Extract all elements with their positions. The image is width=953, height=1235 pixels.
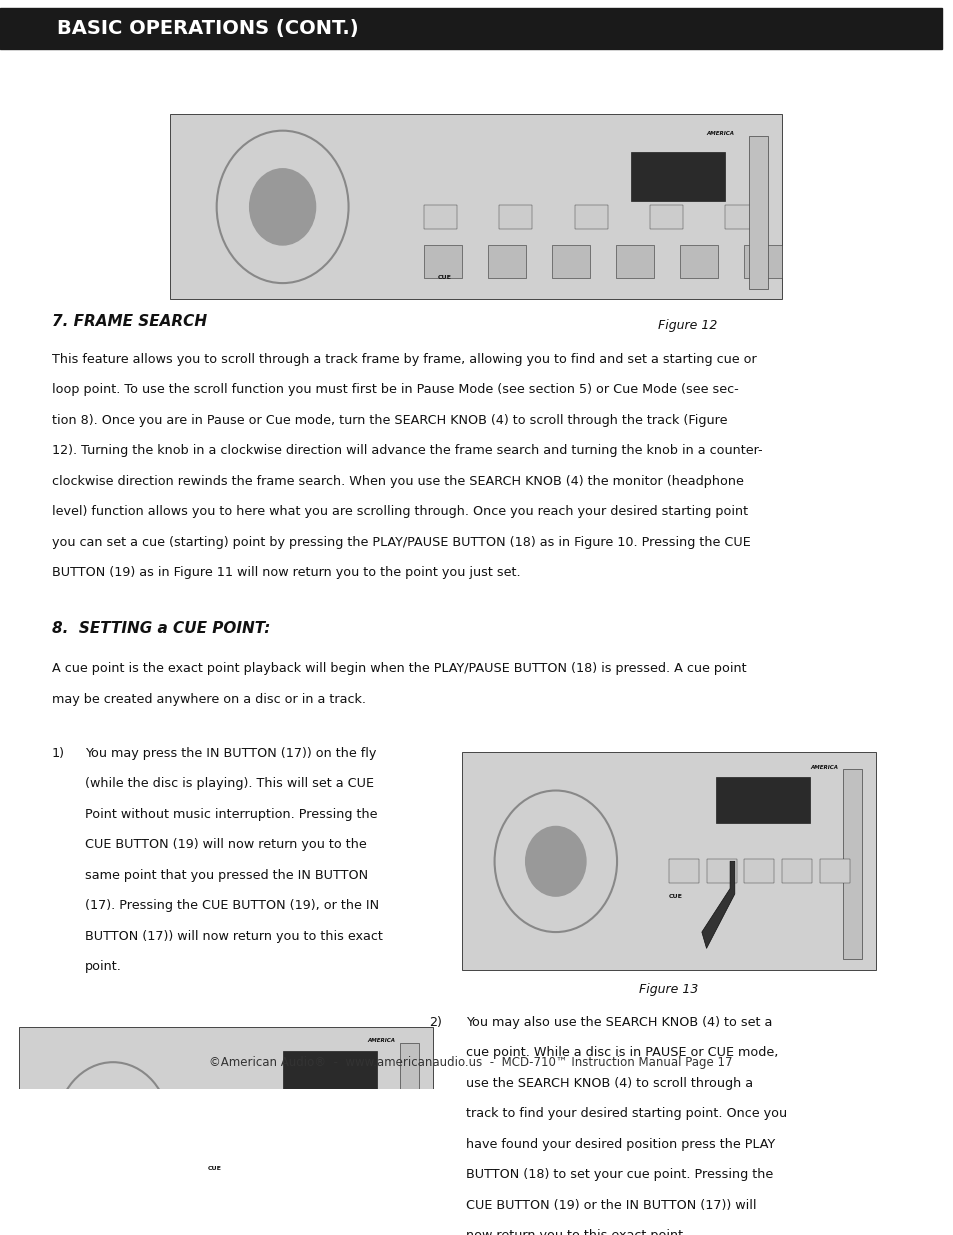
Text: use the SEARCH KNOB (4) to scroll through a: use the SEARCH KNOB (4) to scroll throug… xyxy=(466,1077,753,1091)
Text: Figure 12: Figure 12 xyxy=(658,319,717,332)
Bar xyxy=(748,136,767,289)
Bar xyxy=(423,205,456,228)
Bar xyxy=(400,1044,418,1218)
Text: CUE: CUE xyxy=(207,1166,221,1171)
Text: ©American Audio®  -  www.americanaudio.us  -  MCD-710™ Instruction Manual Page 1: ©American Audio® - www.americanaudio.us … xyxy=(209,1056,732,1070)
Text: BASIC OPERATIONS (CONT.): BASIC OPERATIONS (CONT.) xyxy=(56,19,357,38)
Text: clockwise direction rewinds the frame search. When you use the SEARCH KNOB (4) t: clockwise direction rewinds the frame se… xyxy=(51,474,743,488)
Bar xyxy=(170,115,781,299)
Bar xyxy=(367,1130,395,1152)
Text: may be created anywhere on a disc or in a track.: may be created anywhere on a disc or in … xyxy=(51,693,365,705)
Text: Figure 13: Figure 13 xyxy=(639,983,698,997)
Bar xyxy=(327,1130,355,1152)
Text: level) function allows you to here what you are scrolling through. Once you reac: level) function allows you to here what … xyxy=(51,505,747,519)
Bar xyxy=(287,1130,315,1152)
Text: This feature allows you to scroll through a track frame by frame, allowing you t: This feature allows you to scroll throug… xyxy=(51,353,756,366)
Bar xyxy=(19,1026,433,1229)
Bar xyxy=(488,245,525,278)
Bar xyxy=(819,860,849,883)
Text: AMERICA: AMERICA xyxy=(367,1037,395,1042)
Bar xyxy=(552,245,589,278)
Text: You may press the IN BUTTON (17)) on the fly: You may press the IN BUTTON (17)) on the… xyxy=(85,747,375,760)
Text: AMERICA: AMERICA xyxy=(706,131,734,136)
Bar xyxy=(743,245,781,278)
Text: same point that you pressed the IN BUTTON: same point that you pressed the IN BUTTO… xyxy=(85,869,368,882)
Text: you can set a cue (starting) point by pressing the PLAY/PAUSE BUTTON (18) as in : you can set a cue (starting) point by pr… xyxy=(51,536,750,548)
Text: have found your desired position press the PLAY: have found your desired position press t… xyxy=(466,1137,775,1151)
Text: You may also use the SEARCH KNOB (4) to set a: You may also use the SEARCH KNOB (4) to … xyxy=(466,1016,772,1029)
Bar xyxy=(616,245,653,278)
Bar xyxy=(781,860,811,883)
Text: A cue point is the exact point playback will begin when the PLAY/PAUSE BUTTON (1: A cue point is the exact point playback … xyxy=(51,662,745,676)
Bar xyxy=(247,1130,275,1152)
Text: 1): 1) xyxy=(51,747,65,760)
Text: AMERICA: AMERICA xyxy=(810,766,838,771)
Bar xyxy=(668,860,699,883)
Text: 2): 2) xyxy=(428,1016,441,1029)
Bar xyxy=(461,752,875,971)
Circle shape xyxy=(250,169,315,245)
Text: CUE: CUE xyxy=(437,275,452,280)
Text: BUTTON (19) as in Figure 11 will now return you to the point you just set.: BUTTON (19) as in Figure 11 will now ret… xyxy=(51,566,520,579)
Bar xyxy=(649,205,682,228)
Text: BUTTON (17)) will now return you to this exact: BUTTON (17)) will now return you to this… xyxy=(85,930,382,942)
Text: point.: point. xyxy=(85,961,122,973)
Bar xyxy=(0,7,941,49)
Text: track to find your desired starting point. Once you: track to find your desired starting poin… xyxy=(466,1108,786,1120)
Bar xyxy=(631,152,724,201)
Text: tion 8). Once you are in Pause or Cue mode, turn the SEARCH KNOB (4) to scroll t: tion 8). Once you are in Pause or Cue mo… xyxy=(51,414,726,427)
Bar xyxy=(715,778,809,824)
Text: 8.  SETTING a CUE POINT:: 8. SETTING a CUE POINT: xyxy=(51,621,270,636)
Text: (while the disc is playing). This will set a CUE: (while the disc is playing). This will s… xyxy=(85,778,374,790)
Circle shape xyxy=(85,1095,141,1160)
Text: Point without music interruption. Pressing the: Point without music interruption. Pressi… xyxy=(85,808,376,821)
Text: cue point. While a disc is in PAUSE or CUE mode,: cue point. While a disc is in PAUSE or C… xyxy=(466,1046,778,1060)
Bar xyxy=(498,205,532,228)
Polygon shape xyxy=(701,861,734,948)
Text: BUTTON (18) to set your cue point. Pressing the: BUTTON (18) to set your cue point. Press… xyxy=(466,1168,773,1182)
Bar xyxy=(842,768,862,960)
Bar xyxy=(574,205,607,228)
Text: (17). Pressing the CUE BUTTON (19), or the IN: (17). Pressing the CUE BUTTON (19), or t… xyxy=(85,899,378,913)
Bar xyxy=(207,1130,235,1152)
Text: loop point. To use the scroll function you must first be in Pause Mode (see sect: loop point. To use the scroll function y… xyxy=(51,383,738,396)
Bar xyxy=(724,205,758,228)
Circle shape xyxy=(525,826,585,897)
Bar xyxy=(706,860,736,883)
Text: 12). Turning the knob in a clockwise direction will advance the frame search and: 12). Turning the knob in a clockwise dir… xyxy=(51,445,761,457)
Text: 7. FRAME SEARCH: 7. FRAME SEARCH xyxy=(51,314,207,329)
Text: CUE: CUE xyxy=(668,894,682,899)
Bar xyxy=(282,1051,376,1094)
Bar xyxy=(423,245,461,278)
Text: now return you to this exact point.: now return you to this exact point. xyxy=(466,1229,687,1235)
Bar xyxy=(743,860,774,883)
Bar xyxy=(679,245,717,278)
Text: CUE BUTTON (19) will now return you to the: CUE BUTTON (19) will now return you to t… xyxy=(85,839,366,851)
Text: CUE BUTTON (19) or the IN BUTTON (17)) will: CUE BUTTON (19) or the IN BUTTON (17)) w… xyxy=(466,1199,756,1212)
